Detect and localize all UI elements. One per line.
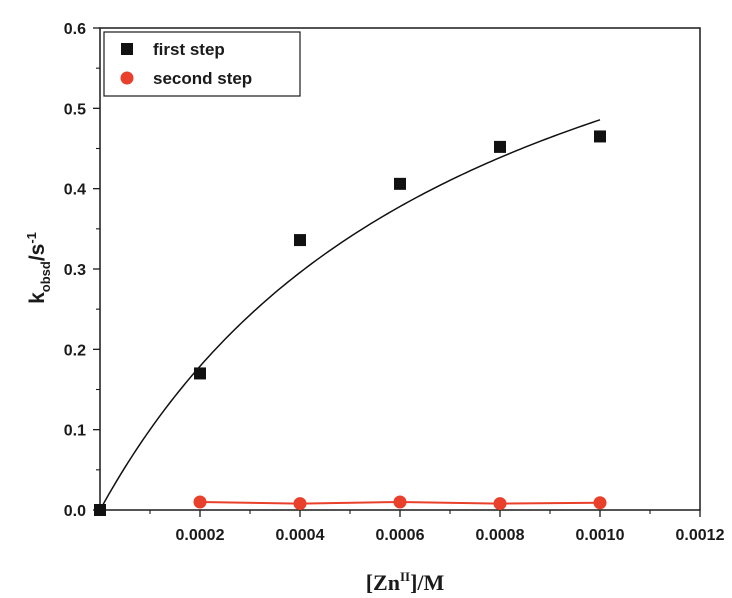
- data-points: [94, 130, 607, 516]
- y-tick-label: 0.2: [64, 342, 86, 359]
- series-1-point: [194, 367, 206, 380]
- series-2-point: [393, 495, 407, 509]
- fit-lines: [99, 119, 601, 511]
- ticks: 0.0002 0.0004 0.0006 0.0008 0.0010 0.0012 0.0 0…: [64, 21, 725, 544]
- legend-label-1: first step: [153, 40, 225, 59]
- x-tick-label: 0.0002: [176, 527, 225, 544]
- series-2-point: [193, 495, 207, 509]
- series-1-point: [594, 130, 606, 143]
- plot-frame: [99, 27, 701, 511]
- x-tick-label: 0.0010: [576, 527, 625, 544]
- legend-marker-1: [121, 43, 133, 55]
- x-axis-label: [ZnII]/M: [366, 569, 445, 595]
- series-2-point: [593, 496, 607, 510]
- y-tick-label: 0.0: [64, 503, 86, 520]
- fit-line-1: [99, 119, 601, 511]
- x-tick-label: 0.0006: [376, 527, 425, 544]
- y-axis-label: kobsd/s-1: [24, 232, 53, 304]
- y-tick-label: 0.4: [64, 182, 86, 199]
- series-1-point: [394, 177, 406, 190]
- y-tick-label: 0.5: [64, 101, 86, 118]
- legend-label-2: second step: [153, 69, 252, 88]
- series-1-point: [294, 234, 306, 247]
- axes: [99, 27, 701, 511]
- legend: first step second step: [103, 31, 301, 97]
- y-tick-label: 0.6: [64, 21, 86, 38]
- y-tick-label: 0.1: [64, 423, 86, 440]
- legend-box: [103, 31, 301, 97]
- y-tick-label: 0.3: [64, 262, 86, 279]
- series-2-point: [293, 497, 307, 511]
- series-1-point: [94, 504, 106, 516]
- series-2-point: [493, 497, 507, 511]
- series-1-point: [494, 140, 506, 153]
- x-tick-label: 0.0012: [676, 527, 725, 544]
- x-tick-label: 0.0008: [476, 527, 525, 544]
- legend-marker-2: [120, 71, 134, 85]
- x-tick-label: 0.0004: [276, 527, 325, 544]
